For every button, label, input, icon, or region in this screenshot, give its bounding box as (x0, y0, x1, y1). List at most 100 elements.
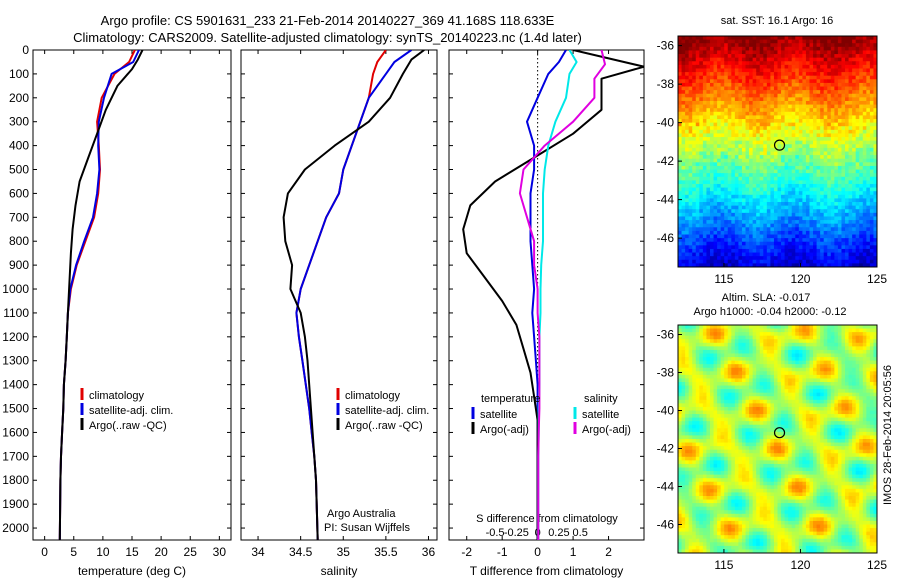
map-cell (702, 36, 708, 41)
map-cell (791, 335, 796, 340)
map-cell (681, 122, 686, 127)
map-cell (685, 325, 690, 330)
map-cell (756, 346, 761, 351)
map-cell (873, 64, 877, 70)
map-cell (752, 328, 757, 333)
map-cell (688, 54, 693, 59)
map-cell (837, 108, 843, 113)
map-cell (795, 378, 800, 383)
map-cell (759, 346, 764, 351)
map-cell (816, 126, 821, 131)
map-cell (734, 176, 740, 181)
map-cell (859, 180, 864, 185)
map-cell (834, 100, 839, 106)
map-cell (720, 43, 725, 48)
map-cell (773, 176, 779, 181)
map-cell (788, 133, 793, 138)
map-cell (862, 234, 867, 239)
map-cell (709, 212, 715, 218)
map-cell (685, 198, 690, 203)
map-cell (759, 248, 764, 254)
map-cell (869, 97, 875, 102)
map-cell (820, 212, 825, 218)
map-cell (866, 147, 871, 153)
map-cell (834, 158, 839, 163)
map-cell (827, 335, 832, 340)
map-cell (734, 392, 740, 397)
map-cell (738, 86, 743, 91)
map-cell (862, 111, 867, 117)
map-cell (841, 209, 846, 214)
map-cell (827, 212, 832, 218)
map-cell (823, 158, 828, 163)
map-cell (688, 147, 693, 153)
map-cell (827, 126, 832, 131)
map-cell (841, 360, 846, 365)
map-cell (809, 176, 814, 181)
map-cell (805, 119, 811, 124)
map-cell (866, 183, 871, 189)
map-cell (795, 198, 800, 203)
map-cell (869, 371, 875, 376)
map-cell (845, 364, 850, 369)
map-cell (777, 238, 782, 243)
map-cell (802, 332, 807, 337)
map-cell (759, 57, 764, 62)
map-cell (738, 169, 743, 174)
map-cell (681, 119, 686, 124)
map-cell (820, 173, 825, 178)
map-cell (830, 346, 835, 351)
map-cell (741, 382, 747, 387)
map-cell (692, 100, 697, 106)
map-cell (738, 165, 743, 171)
map-cell (781, 205, 786, 210)
map-cell (713, 360, 718, 365)
map-cell (784, 238, 789, 243)
map-cell (699, 248, 704, 254)
map-cell (852, 202, 857, 207)
map-cell (813, 46, 818, 52)
map-cell (834, 353, 839, 358)
map-cell (717, 144, 722, 149)
map-cell (781, 328, 786, 333)
map-cell (695, 227, 700, 232)
map-cell (827, 169, 832, 174)
map-cell (727, 54, 732, 59)
map-cell (834, 93, 839, 98)
map-cell (763, 108, 768, 113)
map-cell (866, 93, 871, 98)
map-cell (695, 39, 700, 44)
map-cell (692, 263, 697, 267)
map-cell (802, 97, 807, 102)
map-cell (727, 86, 732, 91)
map-cell (869, 126, 875, 131)
map-cell (777, 104, 782, 109)
map-cell (841, 335, 846, 340)
map-cell (738, 346, 743, 351)
map-cell (820, 374, 825, 380)
map-cell (685, 223, 690, 228)
map-cell (713, 353, 718, 358)
map-cell (713, 57, 718, 62)
map-cell (834, 119, 839, 124)
map-cell (837, 227, 843, 232)
map-cell (752, 50, 757, 55)
map-cell (852, 360, 857, 365)
map-cell (713, 349, 718, 355)
map-cell (699, 325, 704, 330)
map-cell (859, 187, 864, 192)
map-cell (773, 209, 779, 214)
map-cell (741, 353, 747, 358)
map-cell (692, 325, 697, 330)
map-cell (791, 90, 796, 95)
y-tick-label: 700 (9, 210, 29, 224)
map-cell (692, 220, 697, 225)
map-cell (813, 349, 818, 355)
map-cell (805, 332, 811, 337)
map-cell (852, 238, 857, 243)
map-cell (781, 147, 786, 153)
map-cell (741, 371, 747, 376)
map-cell (717, 104, 722, 109)
map-cell (827, 241, 832, 246)
map-cell (681, 332, 686, 337)
